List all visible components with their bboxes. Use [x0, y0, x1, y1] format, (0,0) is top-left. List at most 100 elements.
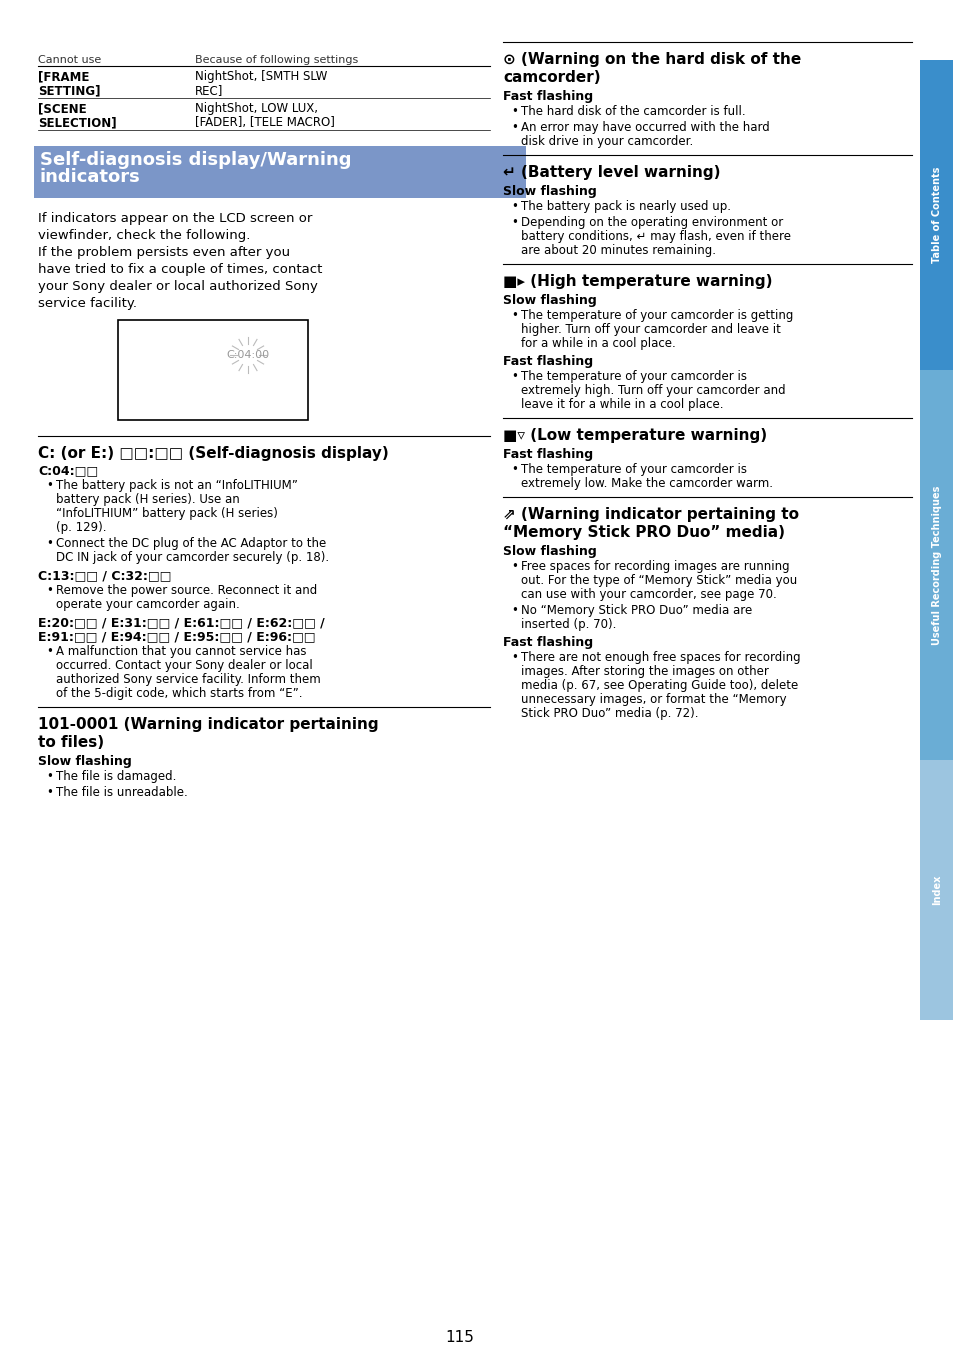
- Bar: [919, 60, 953, 370]
- Text: •: •: [511, 604, 517, 617]
- Text: •: •: [511, 560, 517, 573]
- Bar: [919, 370, 953, 760]
- Text: ⇗ (Warning indicator pertaining to: ⇗ (Warning indicator pertaining to: [502, 508, 799, 522]
- Text: SETTING]: SETTING]: [38, 84, 100, 96]
- Text: C:04:□□: C:04:□□: [38, 464, 98, 478]
- Text: operate your camcorder again.: operate your camcorder again.: [56, 598, 239, 611]
- Bar: [118, 320, 308, 421]
- Text: inserted (p. 70).: inserted (p. 70).: [520, 617, 616, 631]
- Text: Fast flashing: Fast flashing: [502, 448, 593, 461]
- Text: are about 20 minutes remaining.: are about 20 minutes remaining.: [520, 244, 716, 256]
- Text: Remove the power source. Reconnect it and: Remove the power source. Reconnect it an…: [56, 584, 317, 597]
- Text: Slow flashing: Slow flashing: [502, 546, 597, 558]
- Text: C:13:□□ / C:32:□□: C:13:□□ / C:32:□□: [38, 569, 172, 582]
- Text: camcorder): camcorder): [502, 71, 600, 85]
- Text: battery pack (H series). Use an: battery pack (H series). Use an: [56, 493, 239, 506]
- Text: Free spaces for recording images are running: Free spaces for recording images are run…: [520, 560, 789, 573]
- Text: [FADER], [TELE MACRO]: [FADER], [TELE MACRO]: [194, 115, 335, 129]
- Text: •: •: [46, 769, 52, 783]
- Text: higher. Turn off your camcorder and leave it: higher. Turn off your camcorder and leav…: [520, 323, 781, 337]
- Text: The file is damaged.: The file is damaged.: [56, 769, 176, 783]
- Text: “InfoLITHIUM” battery pack (H series): “InfoLITHIUM” battery pack (H series): [56, 508, 277, 520]
- Text: •: •: [511, 370, 517, 383]
- Bar: [34, 147, 525, 198]
- Text: The temperature of your camcorder is: The temperature of your camcorder is: [520, 463, 746, 476]
- Text: occurred. Contact your Sony dealer or local: occurred. Contact your Sony dealer or lo…: [56, 660, 313, 672]
- Text: Index: Index: [931, 875, 941, 905]
- Text: •: •: [46, 479, 52, 493]
- Text: An error may have occurred with the hard: An error may have occurred with the hard: [520, 121, 769, 134]
- Text: NightShot, [SMTH SLW: NightShot, [SMTH SLW: [194, 71, 327, 83]
- Text: The file is unreadable.: The file is unreadable.: [56, 786, 188, 799]
- Text: have tried to fix a couple of times, contact: have tried to fix a couple of times, con…: [38, 263, 322, 275]
- Text: The battery pack is nearly used up.: The battery pack is nearly used up.: [520, 199, 730, 213]
- Text: There are not enough free spaces for recording: There are not enough free spaces for rec…: [520, 651, 800, 664]
- Text: 101-0001 (Warning indicator pertaining: 101-0001 (Warning indicator pertaining: [38, 716, 378, 731]
- Text: disk drive in your camcorder.: disk drive in your camcorder.: [520, 134, 693, 148]
- Text: Fast flashing: Fast flashing: [502, 636, 593, 649]
- Text: Slow flashing: Slow flashing: [502, 294, 597, 307]
- Text: service facility.: service facility.: [38, 297, 137, 309]
- Text: ↵ (Battery level warning): ↵ (Battery level warning): [502, 166, 720, 180]
- Text: for a while in a cool place.: for a while in a cool place.: [520, 337, 675, 350]
- Text: A malfunction that you cannot service has: A malfunction that you cannot service ha…: [56, 645, 306, 658]
- Text: 115: 115: [445, 1330, 474, 1345]
- Text: extremely low. Make the camcorder warm.: extremely low. Make the camcorder warm.: [520, 478, 772, 490]
- Text: indicators: indicators: [40, 168, 141, 186]
- Text: viewfinder, check the following.: viewfinder, check the following.: [38, 229, 250, 242]
- Text: battery conditions, ↵ may flash, even if there: battery conditions, ↵ may flash, even if…: [520, 229, 790, 243]
- Text: •: •: [46, 584, 52, 597]
- Text: Self-diagnosis display/Warning: Self-diagnosis display/Warning: [40, 151, 351, 170]
- Text: [FRAME: [FRAME: [38, 71, 90, 83]
- Text: images. After storing the images on other: images. After storing the images on othe…: [520, 665, 768, 678]
- Text: •: •: [511, 199, 517, 213]
- Text: E:91:□□ / E:94:□□ / E:95:□□ / E:96:□□: E:91:□□ / E:94:□□ / E:95:□□ / E:96:□□: [38, 630, 315, 643]
- Text: Slow flashing: Slow flashing: [38, 754, 132, 768]
- Text: ■▸ (High temperature warning): ■▸ (High temperature warning): [502, 274, 772, 289]
- Text: Fast flashing: Fast flashing: [502, 90, 593, 103]
- Text: •: •: [511, 216, 517, 229]
- Text: of the 5-digit code, which starts from “E”.: of the 5-digit code, which starts from “…: [56, 687, 302, 700]
- Text: can use with your camcorder, see page 70.: can use with your camcorder, see page 70…: [520, 588, 776, 601]
- Text: [SCENE: [SCENE: [38, 102, 87, 115]
- Text: Fast flashing: Fast flashing: [502, 356, 593, 368]
- Text: your Sony dealer or local authorized Sony: your Sony dealer or local authorized Son…: [38, 280, 317, 293]
- Text: ■▿ (Low temperature warning): ■▿ (Low temperature warning): [502, 427, 766, 442]
- Text: media (p. 67, see Operating Guide too), delete: media (p. 67, see Operating Guide too), …: [520, 678, 798, 692]
- Text: •: •: [46, 537, 52, 550]
- Text: The temperature of your camcorder is getting: The temperature of your camcorder is get…: [520, 309, 793, 322]
- Text: “Memory Stick PRO Duo” media): “Memory Stick PRO Duo” media): [502, 525, 784, 540]
- Text: If indicators appear on the LCD screen or: If indicators appear on the LCD screen o…: [38, 212, 312, 225]
- Text: out. For the type of “Memory Stick” media you: out. For the type of “Memory Stick” medi…: [520, 574, 797, 588]
- Text: to files): to files): [38, 735, 104, 750]
- Text: The hard disk of the camcorder is full.: The hard disk of the camcorder is full.: [520, 104, 745, 118]
- Text: Useful Recording Techniques: Useful Recording Techniques: [931, 486, 941, 645]
- Text: REC]: REC]: [194, 84, 223, 96]
- Text: Cannot use: Cannot use: [38, 56, 101, 65]
- Text: Because of following settings: Because of following settings: [194, 56, 358, 65]
- Text: •: •: [46, 786, 52, 799]
- Text: C:04:00: C:04:00: [226, 350, 270, 360]
- Text: Connect the DC plug of the AC Adaptor to the: Connect the DC plug of the AC Adaptor to…: [56, 537, 326, 550]
- Text: •: •: [511, 309, 517, 322]
- Text: SELECTION]: SELECTION]: [38, 115, 116, 129]
- Text: leave it for a while in a cool place.: leave it for a while in a cool place.: [520, 398, 722, 411]
- Text: •: •: [511, 104, 517, 118]
- Text: (p. 129).: (p. 129).: [56, 521, 107, 535]
- Text: C: (or E:) □□:□□ (Self-diagnosis display): C: (or E:) □□:□□ (Self-diagnosis display…: [38, 446, 388, 461]
- Text: NightShot, LOW LUX,: NightShot, LOW LUX,: [194, 102, 317, 115]
- Text: If the problem persists even after you: If the problem persists even after you: [38, 246, 290, 259]
- Text: •: •: [511, 651, 517, 664]
- Text: •: •: [46, 645, 52, 658]
- Text: The battery pack is not an “InfoLITHIUM”: The battery pack is not an “InfoLITHIUM”: [56, 479, 297, 493]
- Text: Stick PRO Duo” media (p. 72).: Stick PRO Duo” media (p. 72).: [520, 707, 698, 721]
- Text: unnecessary images, or format the “Memory: unnecessary images, or format the “Memor…: [520, 693, 786, 706]
- Text: extremely high. Turn off your camcorder and: extremely high. Turn off your camcorder …: [520, 384, 785, 398]
- Text: •: •: [511, 463, 517, 476]
- Text: No “Memory Stick PRO Duo” media are: No “Memory Stick PRO Duo” media are: [520, 604, 752, 617]
- Bar: [919, 760, 953, 1020]
- Text: Table of Contents: Table of Contents: [931, 167, 941, 263]
- Text: authorized Sony service facility. Inform them: authorized Sony service facility. Inform…: [56, 673, 320, 687]
- Text: •: •: [511, 121, 517, 134]
- Text: E:20:□□ / E:31:□□ / E:61:□□ / E:62:□□ /: E:20:□□ / E:31:□□ / E:61:□□ / E:62:□□ /: [38, 616, 324, 630]
